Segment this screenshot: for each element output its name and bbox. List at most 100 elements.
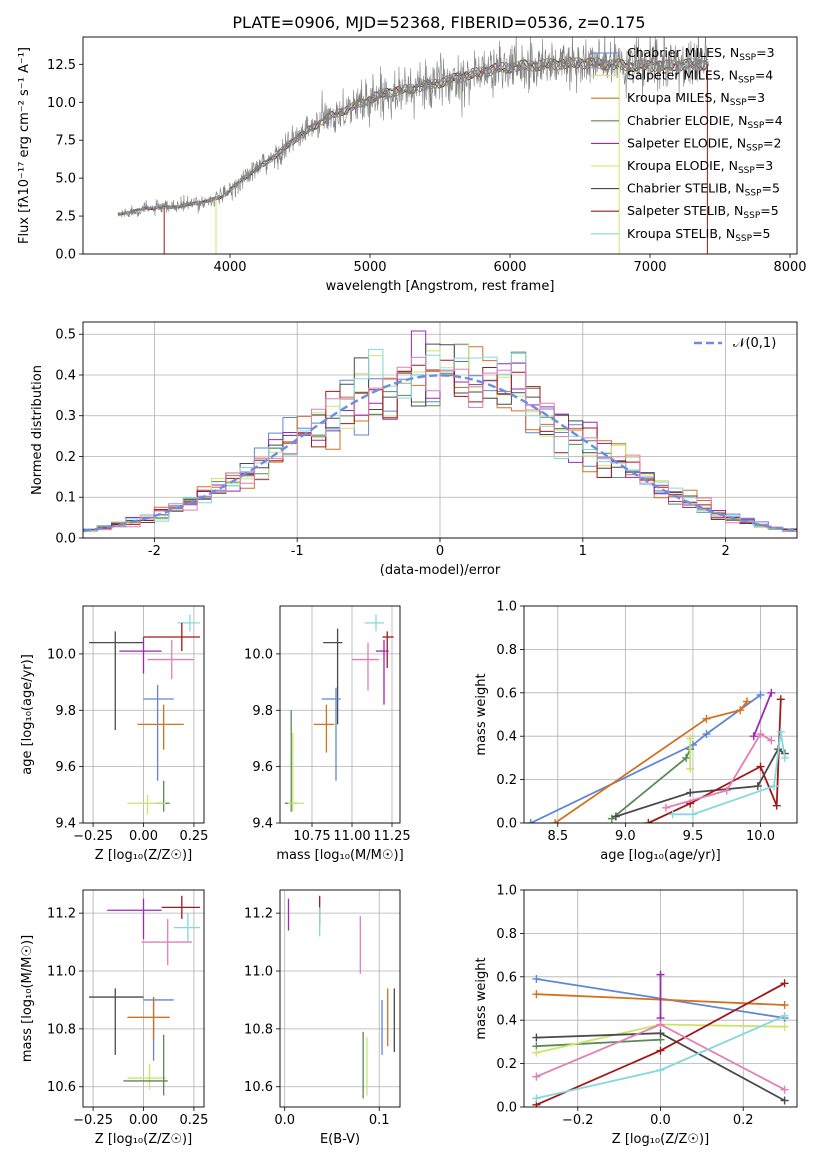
normal-curve	[83, 374, 795, 533]
weight-marker	[702, 730, 711, 739]
y-tick-label: 9.8	[55, 704, 76, 719]
weight-marker	[756, 690, 765, 699]
x-tick-label: 0.0	[274, 1113, 295, 1128]
legend-label: Kroupa STELIB, NSSP=5	[627, 226, 771, 244]
weight-marker	[682, 753, 691, 762]
y-axis-label: mass weight	[474, 957, 489, 1039]
y-tick-label: 0.5	[55, 328, 76, 343]
y-tick-label: 9.6	[55, 760, 76, 775]
y-tick-label: 0.0	[55, 248, 76, 263]
x-tick-label: -1	[291, 544, 304, 559]
plot-frame	[279, 889, 401, 1108]
legend-subscript: SSP	[738, 166, 755, 176]
weight-marker	[776, 727, 785, 736]
y-axis-label: mass [log₁₀(M/M☉)]	[20, 935, 35, 1062]
legend-label: Chabrier STELIB, NSSP=5	[627, 181, 780, 199]
x-tick-label: 9.5	[683, 829, 704, 844]
weight-marker	[780, 1011, 789, 1020]
error-bars	[284, 614, 394, 812]
y-tick-label: 12.5	[47, 58, 76, 73]
mass-vs-ebv-panel: 0.0 0.1 10.6 10.8 11.0 11.2 E(B-V)	[244, 889, 401, 1147]
plot-frame	[279, 605, 401, 824]
y-tick-label: 0.8	[496, 643, 517, 658]
legend-text: Salpeter MILES, N	[627, 68, 738, 83]
x-axis-label: Z [log₁₀(Z/Z☉)]	[612, 1132, 709, 1147]
y-tick-label: 0.4	[55, 368, 76, 383]
y-tick-label: 10.0	[47, 647, 76, 662]
legend-label: Salpeter ELODIE, NSSP=2	[627, 135, 781, 153]
weight-series	[665, 732, 772, 809]
legend-tail: =5	[762, 181, 780, 196]
legend-tail: =5	[760, 203, 778, 218]
y-tick-label: 10.0	[244, 647, 273, 662]
x-tick-label: 8000	[773, 260, 806, 275]
plot-frame	[523, 605, 798, 824]
legend-tail: =2	[763, 135, 781, 150]
legend-tail: =3	[756, 45, 774, 60]
legend-subscript: SSP	[745, 189, 762, 199]
plot-frame	[82, 889, 205, 1108]
weight-marker	[532, 974, 541, 983]
x-tick-label: −0.25	[73, 1113, 113, 1128]
histogram-series	[83, 348, 797, 533]
weight-marker	[780, 1001, 789, 1010]
weight-marker	[668, 810, 677, 819]
weight-marker	[532, 990, 541, 999]
weight-marker	[686, 734, 695, 743]
weight-marker	[526, 819, 535, 823]
legend-subscript: SSP	[738, 76, 755, 86]
weight-marker	[532, 1048, 541, 1057]
weight-marker	[756, 762, 765, 771]
weight-marker	[656, 1066, 665, 1075]
weight-marker	[532, 1033, 541, 1042]
x-tick-label: −0.25	[73, 829, 113, 844]
x-tick-label: 10.75	[293, 829, 330, 844]
residuals-panel: -2 -1 0 1 2 0.0 0.1 0.2 0.3 0.4 0.5 (data-model)/er…	[30, 321, 798, 578]
legend-text: Kroupa STELIB, N	[627, 226, 735, 241]
y-tick-label: 9.8	[252, 704, 273, 719]
x-axis-label: E(B-V)	[320, 1132, 360, 1147]
weight-marker	[770, 782, 779, 791]
legend-subscript: SSP	[746, 143, 763, 153]
weight-marker	[656, 1029, 665, 1038]
y-tick-label: 10.6	[47, 1080, 76, 1095]
y-tick-label: 0.2	[496, 1057, 517, 1072]
weight-marker	[772, 801, 781, 810]
data-line	[117, 37, 709, 218]
weight-marker	[722, 786, 731, 795]
x-tick-label: 11.00	[333, 829, 370, 844]
weight-marker	[702, 714, 711, 723]
weight-marker	[780, 1022, 789, 1031]
legend-label: Chabrier ELODIE, NSSP=4	[627, 113, 783, 131]
y-tick-label: 9.6	[252, 760, 273, 775]
y-tick-label: 9.4	[252, 817, 273, 832]
y-tick-label: 0.0	[55, 532, 76, 547]
legend-label: Chabrier MILES, NSSP=3	[627, 45, 775, 63]
x-tick-label: 9.0	[615, 829, 636, 844]
y-tick-label: 0.2	[55, 450, 76, 465]
y-tick-label: 0.4	[496, 730, 517, 745]
x-tick-label: 0.00	[129, 829, 158, 844]
weight-marker	[607, 814, 616, 823]
y-tick-label: 7.5	[55, 134, 76, 149]
weight-marker	[780, 979, 789, 988]
plot-frame	[82, 605, 205, 824]
weight-marker	[688, 810, 697, 819]
weight-series	[536, 1038, 661, 1048]
weight-marker	[756, 730, 765, 739]
y-tick-label: 2.5	[55, 210, 76, 225]
plot-frame	[82, 36, 798, 255]
x-tick-label: 0.1	[369, 1113, 390, 1128]
legend-subscript: SSP	[735, 234, 752, 244]
legend-text: Salpeter ELODIE, N	[627, 135, 746, 150]
y-tick-label: 0.3	[55, 409, 76, 424]
y-tick-label: 0.1	[55, 491, 76, 506]
legend-label: Kroupa ELODIE, NSSP=3	[627, 158, 773, 176]
x-tick-label: 1	[579, 544, 587, 559]
weight-marker	[532, 1072, 541, 1081]
legend-label: Salpeter MILES, NSSP=4	[627, 68, 773, 86]
age-vs-mass-panel: 10.75 11.00 11.25 9.4 9.6 9.8 10.0 mass [log₁₀(…	[244, 605, 411, 863]
legend-text: Chabrier ELODIE, N	[627, 113, 747, 128]
legend-label: Salpeter STELIB, NSSP=5	[627, 203, 779, 221]
massweight-vs-z-panel: −0.2 0.0 0.2 0.0 0.2 0.4 0.6 0.8 1.0 Z [log₁₀(Z/Z…	[474, 884, 798, 1147]
